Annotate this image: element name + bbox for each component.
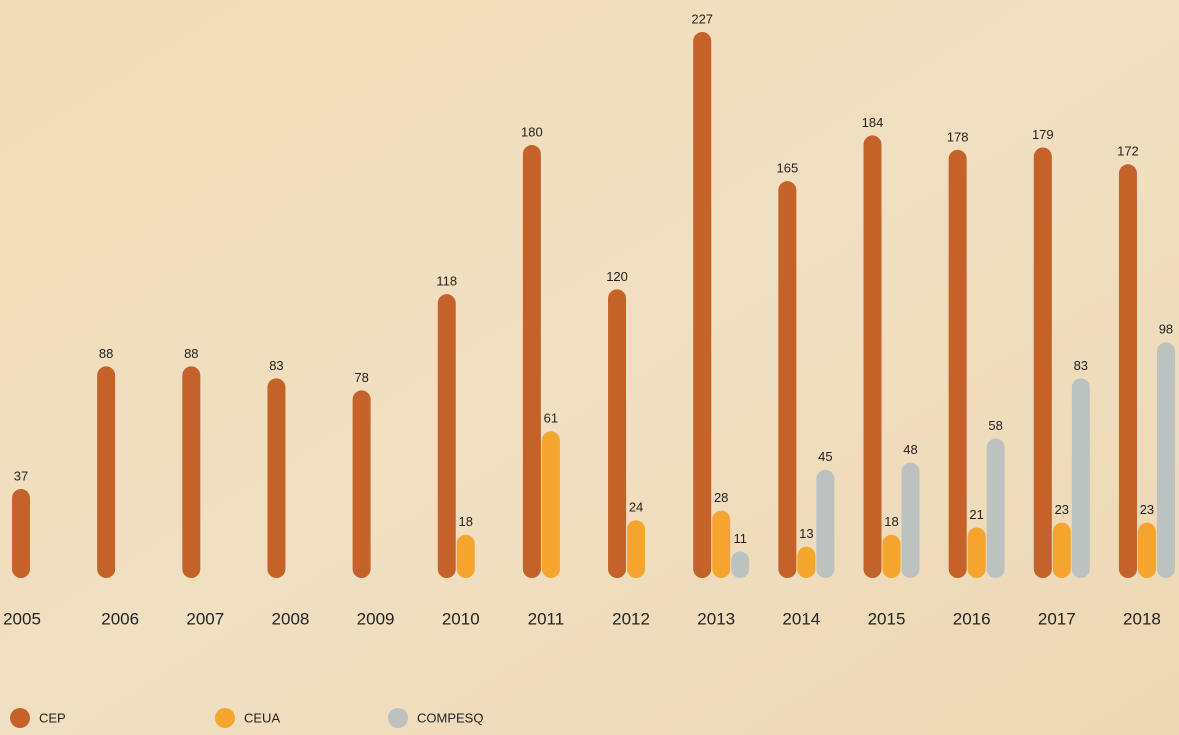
legend-label: COMPESQ (417, 710, 483, 725)
value-label: 21 (969, 507, 983, 522)
x-tick-label: 2010 (442, 609, 480, 628)
value-label: 165 (776, 161, 798, 176)
legend-label: CEUA (244, 710, 280, 725)
bar (608, 289, 627, 578)
x-tick-label: 2018 (1123, 609, 1161, 628)
bar (948, 149, 967, 579)
bar (967, 527, 986, 578)
bar (267, 378, 286, 578)
value-label: 18 (459, 514, 473, 529)
x-tick-label: 2017 (1038, 609, 1076, 628)
value-label: 83 (269, 358, 283, 373)
value-label: 78 (354, 370, 368, 385)
bar (882, 534, 901, 578)
bar (986, 438, 1005, 578)
x-tick-label: 2016 (953, 609, 991, 628)
bar (693, 32, 712, 578)
bar (541, 431, 560, 578)
value-label: 118 (436, 274, 457, 289)
bar (863, 135, 882, 578)
bar (1033, 147, 1052, 579)
bar (97, 366, 116, 578)
value-label: 88 (184, 346, 198, 361)
bar (456, 534, 475, 578)
x-tick-label: 2009 (357, 609, 395, 628)
value-label: 58 (988, 418, 1002, 433)
bar (816, 469, 835, 578)
legend-swatch (388, 708, 408, 728)
value-label: 45 (818, 449, 832, 464)
x-tick-label: 2013 (697, 609, 735, 628)
value-label: 18 (884, 514, 898, 529)
value-label: 180 (521, 124, 543, 139)
value-label: 83 (1074, 358, 1088, 373)
x-tick-label: 2007 (186, 609, 224, 628)
value-label: 179 (1032, 127, 1054, 142)
value-label: 23 (1140, 502, 1154, 517)
value-label: 178 (947, 129, 969, 144)
bar (1071, 378, 1090, 578)
value-label: 120 (606, 269, 628, 284)
value-label: 61 (544, 411, 558, 426)
x-tick-label: 2005 (3, 609, 41, 628)
value-label: 227 (691, 11, 713, 26)
x-tick-label: 2006 (101, 609, 139, 628)
bar (437, 294, 456, 578)
bar (1052, 522, 1071, 578)
value-label: 28 (714, 490, 728, 505)
bar (901, 462, 920, 578)
value-label: 24 (629, 500, 643, 515)
value-label: 98 (1159, 322, 1173, 337)
x-tick-label: 2012 (612, 609, 650, 628)
bar (797, 546, 816, 578)
bar (352, 390, 371, 578)
value-label: 184 (862, 115, 884, 130)
value-label: 13 (799, 526, 813, 541)
bar (778, 181, 797, 578)
value-label: 11 (733, 531, 747, 546)
bar (182, 366, 201, 578)
x-tick-label: 2014 (782, 609, 820, 628)
legend-label: CEP (39, 710, 66, 725)
x-tick-label: 2015 (868, 609, 906, 628)
value-label: 23 (1055, 502, 1069, 517)
bar (522, 145, 541, 578)
value-label: 172 (1117, 144, 1139, 159)
legend-swatch (215, 708, 235, 728)
value-label: 88 (99, 346, 113, 361)
legend-swatch (10, 708, 30, 728)
bar (731, 551, 750, 578)
bar (1118, 164, 1137, 578)
value-label: 37 (14, 468, 28, 483)
bar (12, 489, 30, 578)
bar (712, 510, 731, 578)
bar (1156, 342, 1175, 578)
bar (1137, 522, 1156, 578)
value-label: 48 (903, 442, 917, 457)
bar (627, 520, 646, 578)
x-tick-label: 2011 (528, 609, 565, 628)
x-tick-label: 2008 (272, 609, 310, 628)
